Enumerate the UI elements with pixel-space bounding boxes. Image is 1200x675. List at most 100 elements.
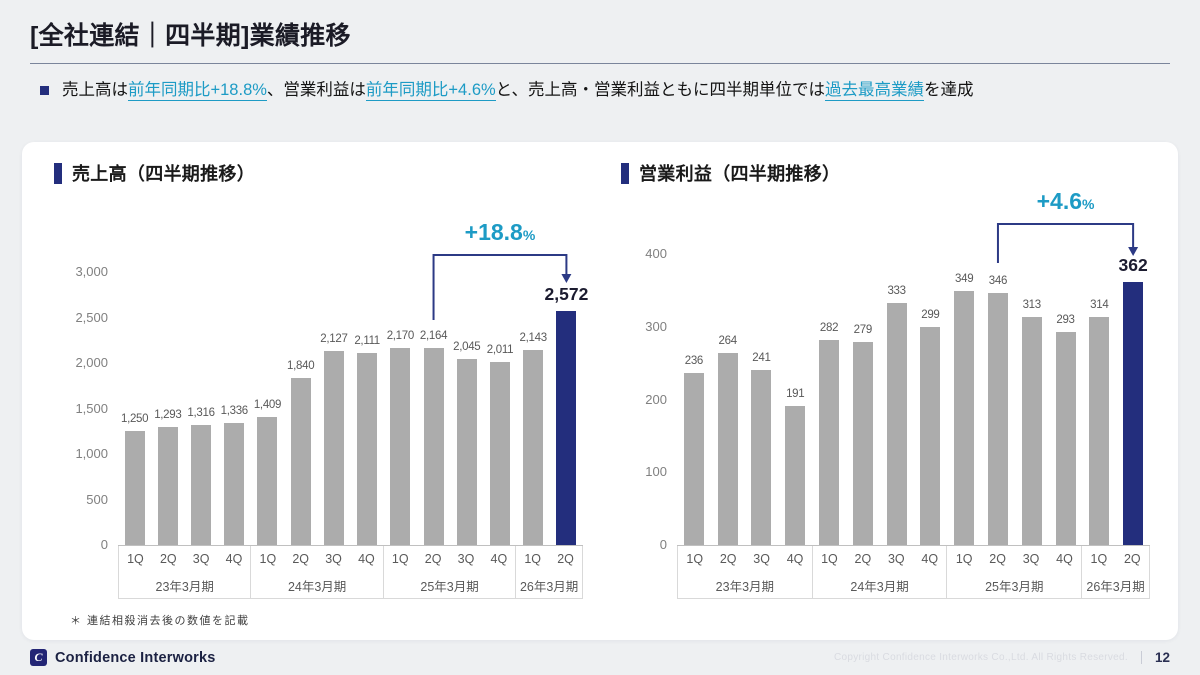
x-axis-year-label: 23年3月期 [715,579,775,594]
bar-column: 349 [947,254,981,545]
y-axis-tick: 2,500 [75,309,108,325]
bar [954,291,975,545]
bar-value-label: 362 [1118,254,1148,275]
x-axis-quarter-label: 3Q [457,552,475,566]
bar [489,362,510,545]
bar-column: 2,170 [384,272,417,545]
chart-title-marker [54,162,62,184]
x-axis-year-group: 1Q 2Q 3Q 4Q 24年3月期 [251,546,384,598]
bar-value-label: 314 [1090,298,1109,311]
bar-column: 236 [677,254,711,545]
bar-value-label: 279 [853,324,873,337]
bar-value-label: 241 [752,351,771,364]
highlight-plain-text: 、営業利益は [266,81,366,99]
bar-value-label: 1,293 [154,409,182,422]
bar-column: 2,045 [450,272,483,545]
bar [683,373,704,545]
bar-column: 314 [1082,254,1116,545]
bar-value-label: 2,164 [419,330,448,343]
bar-column: 282 [812,254,846,545]
bar-column: 1,250 [118,272,151,545]
x-axis-year-group: 1Q 2Q 26年3月期 [1082,546,1151,598]
bar-column: 362 [1116,254,1150,545]
plot-area: 236 264 241 191 282 279 333 299 349 346 313 293 314 3… [645,246,1150,552]
bar-column: 264 [711,254,745,545]
bar [157,427,178,545]
bar-value-label: 349 [955,273,974,286]
highlight-accent-text: 前年同期比+4.6% [365,81,496,101]
x-axis-year-group: 1Q 2Q 3Q 4Q 25年3月期 [947,546,1083,598]
x-axis-quarter-label: 4Q [490,552,508,566]
x-axis-quarter-label: 2Q [719,552,737,566]
bar [323,351,344,545]
percent-sign: % [522,227,536,243]
bar [785,406,806,545]
y-axis-tick: 200 [645,391,667,407]
y-axis-tick: 300 [645,318,667,334]
charts-row: 売上高（四半期推移） 1,250 1,293 1,316 1,336 1,409 1,84… [22,142,1178,599]
bars: 236 264 241 191 282 279 333 299 349 346 313 293 314 3… [677,254,1150,545]
bar-group: 1,250 1,293 1,316 1,336 [118,272,251,545]
bar-value-label: 293 [1056,313,1075,326]
bar-value-label: 1,316 [187,407,215,420]
bar [523,350,544,545]
bar [456,358,477,545]
bar-column: 299 [913,254,947,545]
x-axis-year-group: 1Q 2Q 3Q 4Q 23年3月期 [677,546,813,598]
slide-footer: C Confidence Interworks Copyright Confid… [0,640,1200,675]
chart-title: 売上高（四半期推移） [72,164,255,184]
bar-column: 279 [846,254,880,545]
x-axis-quarter-label: 1Q [259,552,277,566]
bar [1021,317,1042,545]
bar-value-label: 333 [887,284,906,297]
chart-footnote: ＊ 連結相殺消去後の数値を記載 [70,615,250,627]
bar-value-label: 236 [684,355,704,368]
chart-title-row: 売上高（四半期推移） [54,162,583,184]
bar-column: 1,336 [218,272,251,545]
bar-value-label: 1,409 [253,398,282,411]
bar-column: 2,011 [483,272,516,545]
bar [751,369,772,545]
y-axis-tick: 400 [645,246,667,261]
bar-column: 293 [1049,254,1083,545]
bar-value-label: 1,840 [287,359,315,372]
x-axis-year-group: 1Q 2Q 3Q 4Q 25年3月期 [384,546,517,598]
charts-card: 売上高（四半期推移） 1,250 1,293 1,316 1,336 1,409 1,84… [22,142,1178,640]
bar [124,431,145,545]
y-axis-tick: 3,000 [75,264,108,279]
company-logo-icon: C [30,649,47,666]
x-axis-quarter-label: 4Q [786,552,804,566]
bar-value-label: 299 [921,309,940,322]
x-axis-quarter-label: 2Q [159,552,177,566]
x-axis-year-group: 1Q 2Q 26年3月期 [516,546,583,598]
bar-value-label: 2,170 [386,329,415,342]
copyright-text: Copyright Confidence Interworks Co.,Ltd.… [833,652,1128,663]
bar-group: 2,170 2,164 2,045 2,011 [384,272,517,545]
plot-area: 1,250 1,293 1,316 1,336 1,409 1,840 2,127 2,111… [75,264,588,552]
x-axis-quarter-label: 4Q [358,552,375,566]
bar [1089,316,1110,545]
bar-column: 2,143 [517,272,550,545]
y-axis-tick: 500 [86,491,108,507]
bar-value-label: 346 [988,275,1008,288]
bar-column: 333 [880,254,914,545]
chart-title: 営業利益（四半期推移） [639,164,841,184]
x-axis-year-label: 26年3月期 [519,579,579,594]
highlight-plain-text: と、売上高・営業利益ともに四半期単位では [495,81,826,99]
bar-column: 1,316 [184,272,217,545]
x-axis-quarter-label: 1Q [955,552,973,566]
yoy-annotation: +18.8% [465,221,536,244]
x-axis-year-label: 25年3月期 [420,579,479,594]
bar [886,302,907,545]
x-axis-quarter-label: 2Q [989,552,1006,566]
page-title: [全社連結｜四半期]業績推移 [30,22,351,50]
highlight-bullet: 売上高は前年同期比+18.8%、営業利益は前年同期比+4.6%と、売上高・営業利… [40,79,1170,101]
bar [390,347,411,545]
yoy-annotation: +4.6% [1037,190,1095,213]
x-axis-year-label: 26年3月期 [1086,579,1145,594]
bar [717,352,738,545]
x-axis-year-label: 23年3月期 [155,579,214,594]
bar-group: 1,409 1,840 2,127 2,111 [251,272,384,545]
bar-value-label: 1,250 [120,413,149,426]
x-axis: 1Q 2Q 3Q 4Q 23年3月期 1Q 2Q 3Q 4Q 24年3月期 1Q 2Q 3Q 4Q 25年3… [118,546,583,599]
